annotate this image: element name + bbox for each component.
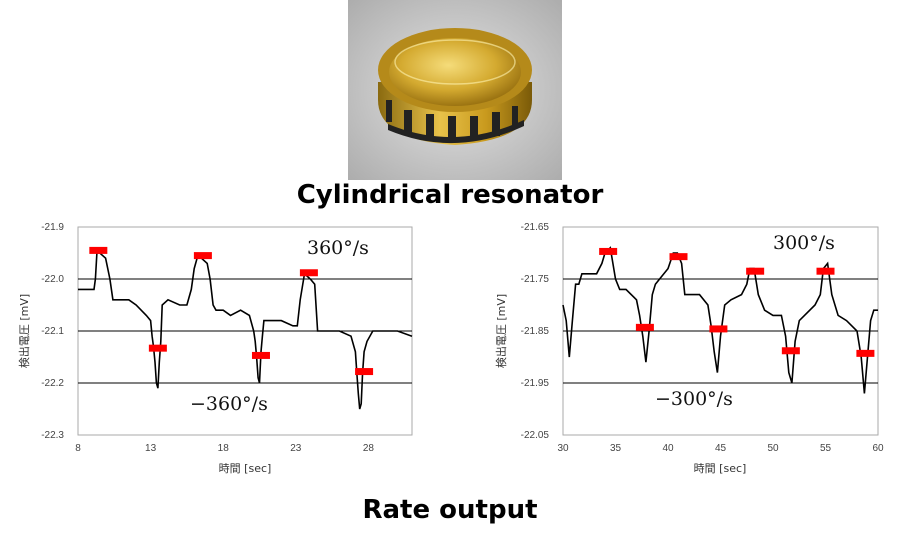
x-tick-label: 55	[820, 443, 832, 454]
peak-markers	[599, 247, 875, 357]
peak-marker	[148, 344, 167, 352]
y-tick-label: -22.2	[41, 378, 64, 389]
peak-marker	[599, 247, 618, 255]
y-tick-labels: -21.9 -22.0 -22.1 -22.2 -22.3	[41, 222, 64, 441]
x-tick-label: 50	[767, 443, 779, 454]
rate-output-caption: Rate output	[362, 495, 538, 525]
x-tick-label: 28	[363, 443, 375, 454]
peak-marker	[299, 269, 318, 277]
y-tick-label: -22.0	[41, 274, 64, 285]
peak-marker	[709, 325, 728, 333]
y-tick-label: -21.65	[521, 222, 550, 233]
peak-markers	[89, 246, 374, 376]
x-tick-label: 45	[715, 443, 727, 454]
y-axis-label: 検出電圧 [mV]	[494, 294, 508, 368]
y-tick-label: -21.95	[521, 378, 550, 389]
peak-marker	[816, 267, 835, 275]
peak-marker	[781, 347, 800, 355]
x-tick-label: 13	[145, 443, 157, 454]
x-axis-label: 時間 [sec]	[694, 462, 747, 475]
peak-marker	[746, 267, 765, 275]
y-tick-labels: -21.65 -21.75 -21.85 -21.95 -22.05	[521, 222, 550, 441]
peak-marker	[193, 252, 212, 260]
annotation-negative-rate: −360°/s	[190, 393, 268, 415]
peak-marker	[669, 253, 688, 261]
x-tick-labels: 8 13 18 23 28	[75, 443, 374, 454]
voltage-series-line	[78, 252, 413, 410]
peak-marker	[635, 323, 654, 331]
y-tick-label: -21.85	[521, 326, 550, 337]
x-tick-label: 30	[557, 443, 569, 454]
rate-chart-360: -21.9 -22.0 -22.1 -22.2 -22.3 8 13 18 23 28 時間 […	[17, 222, 413, 475]
resonator-photo	[348, 0, 562, 180]
annotation-negative-rate: −300°/s	[655, 388, 733, 410]
x-axis-label: 時間 [sec]	[219, 462, 272, 475]
resonator-illustration	[348, 0, 562, 180]
y-tick-label: -22.05	[521, 430, 550, 441]
x-tick-label: 60	[872, 443, 884, 454]
x-tick-label: 23	[290, 443, 302, 454]
peak-marker	[355, 368, 374, 376]
grid-lines	[78, 278, 412, 384]
rate-chart-300: -21.65 -21.75 -21.85 -21.95 -22.05 30 35 40 45 5…	[494, 222, 884, 475]
x-tick-label: 18	[218, 443, 230, 454]
y-tick-label: -22.1	[41, 326, 64, 337]
y-tick-label: -21.9	[41, 222, 64, 233]
x-tick-labels: 30 35 40 45 50 55 60	[557, 443, 884, 454]
x-tick-label: 40	[662, 443, 674, 454]
peak-marker	[89, 246, 108, 254]
peak-marker	[856, 349, 875, 357]
x-tick-label: 8	[75, 443, 81, 454]
peak-marker	[251, 351, 270, 359]
y-axis-label: 検出電圧 [mV]	[17, 294, 31, 368]
resonator-caption: Cylindrical resonator	[296, 180, 604, 210]
x-tick-label: 35	[610, 443, 622, 454]
y-tick-label: -21.75	[521, 274, 550, 285]
annotation-positive-rate: 300°/s	[773, 232, 835, 254]
y-tick-label: -22.3	[41, 430, 64, 441]
annotation-positive-rate: 360°/s	[307, 237, 369, 259]
